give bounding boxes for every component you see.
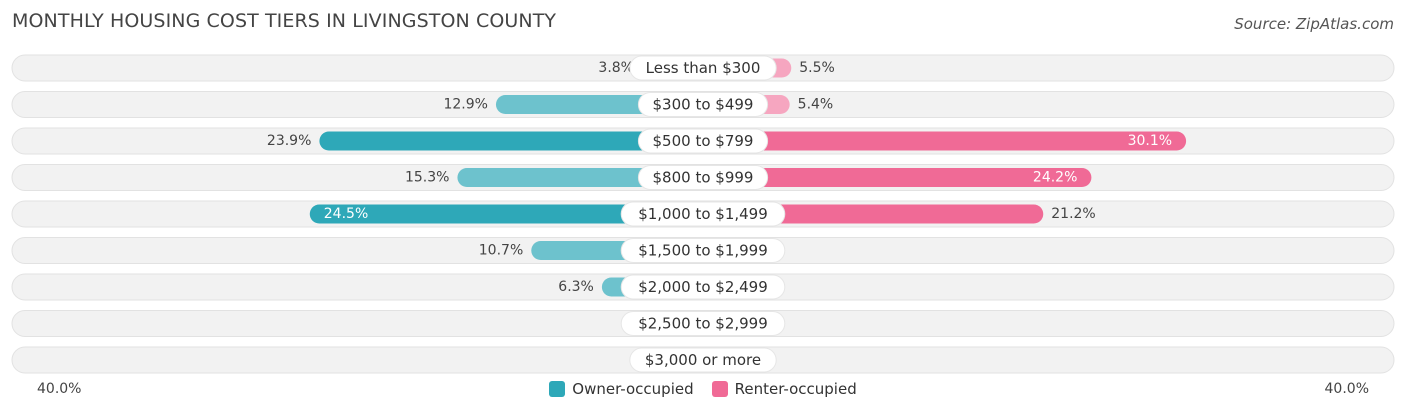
category-label: $3,000 or more (645, 351, 761, 369)
category-label: $800 to $999 (653, 169, 754, 187)
label-owner: 6.3% (558, 279, 594, 295)
category-label: $2,000 to $2,499 (638, 278, 768, 296)
bar-owner (309, 204, 703, 224)
category-pill (629, 347, 777, 373)
chart-source: Source: ZipAtlas.com (1234, 15, 1394, 33)
label-renter: 24.2% (1033, 170, 1077, 186)
legend: Owner-occupied Renter-occupied (0, 380, 1406, 398)
label-owner: 10.7% (479, 243, 523, 259)
category-pill (629, 55, 777, 81)
category-pill (637, 92, 769, 117)
category-pill (620, 274, 786, 300)
bar-renter (703, 204, 1044, 224)
category-label: $1,500 to $1,999 (638, 242, 768, 260)
category-label: $2,500 to $2,999 (638, 315, 768, 333)
label-owner: 12.9% (443, 97, 487, 113)
bar-renter (703, 131, 1187, 151)
legend-renter-label: Renter-occupied (734, 380, 857, 398)
label-owner: 15.3% (405, 170, 449, 186)
axis-left-max: 40.0% (37, 381, 82, 397)
legend-renter-swatch (711, 381, 728, 397)
label-owner: 24.5% (324, 206, 368, 222)
label-renter: 5.5% (799, 60, 835, 76)
label-owner: 3.8% (598, 60, 634, 76)
legend-renter: Renter-occupied (711, 380, 857, 398)
label-owner: 23.9% (267, 133, 311, 149)
legend-owner-label: Owner-occupied (572, 380, 694, 398)
label-renter: 21.2% (1051, 206, 1095, 222)
category-pill (620, 201, 786, 227)
category-label: $300 to $499 (653, 96, 754, 114)
category-pill (637, 128, 769, 154)
legend-owner-swatch (549, 381, 566, 397)
category-label: $500 to $799 (653, 132, 754, 150)
legend-owner: Owner-occupied (549, 380, 694, 398)
label-renter: 5.4% (798, 97, 834, 113)
category-label: $1,000 to $1,499 (638, 205, 768, 223)
axis-right-max: 40.0% (1324, 381, 1369, 397)
category-label: Less than $300 (646, 59, 761, 77)
category-pill (637, 165, 769, 190)
label-renter: 30.1% (1128, 133, 1172, 149)
category-pill (620, 311, 786, 336)
chart-title: MONTHLY HOUSING COST TIERS IN LIVINGSTON… (12, 10, 557, 32)
category-pill (620, 238, 786, 263)
bar-owner (319, 131, 703, 151)
bar-renter (703, 168, 1092, 187)
